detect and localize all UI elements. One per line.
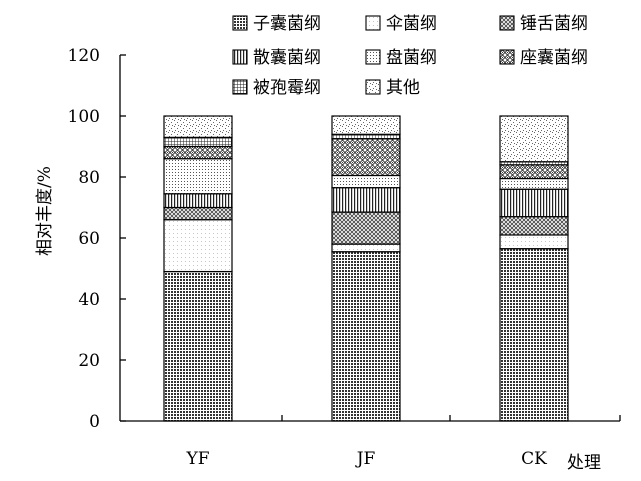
x-category-labels: YF JF CK (185, 449, 547, 469)
legend-swatch (499, 49, 515, 65)
x-axis-title: 处理 (567, 453, 601, 473)
y-ticks-group: 0 20 40 60 80 100 120 (68, 46, 126, 432)
x-category-label: CK (521, 449, 547, 469)
legend-swatch (232, 15, 248, 31)
bar-segment (163, 158, 233, 195)
y-tick-label: 40 (78, 290, 100, 310)
bar-segment (331, 211, 401, 245)
legend-label: 伞菌纲 (386, 14, 437, 34)
bar-segment (331, 174, 401, 189)
y-tick-label: 80 (78, 168, 100, 188)
legend-label: 被孢霉纲 (253, 78, 321, 98)
y-tick-label: 100 (68, 107, 100, 127)
bar-segment (331, 133, 401, 140)
legend-swatch (365, 79, 381, 95)
x-category-label: YF (185, 449, 209, 469)
legend-label: 其他 (386, 78, 420, 98)
y-tick-label: 20 (78, 351, 100, 371)
legend-swatch (232, 79, 248, 95)
y-axis-title: 相对丰度/% (35, 166, 55, 256)
bar-segment (331, 243, 401, 253)
bar-segment (163, 193, 233, 209)
x-category-label: JF (355, 449, 376, 469)
bar-segment (499, 234, 569, 250)
bar-segment (499, 177, 569, 190)
legend-swatch (499, 15, 515, 31)
legend-swatch (232, 49, 248, 65)
bar-segment (163, 145, 233, 160)
bar-segment (499, 188, 569, 218)
y-tick-label: 120 (68, 46, 100, 66)
legend-label: 子囊菌纲 (253, 14, 321, 34)
bar-segment (331, 187, 401, 213)
bar-segment (163, 136, 233, 148)
bar-segment (331, 138, 401, 177)
legend-label: 锤舌菌纲 (520, 14, 588, 34)
bar-segment (499, 248, 569, 422)
bar-segment (499, 115, 569, 163)
legend-swatch (365, 15, 381, 31)
bar-segment (163, 115, 233, 138)
legend-label: 散囊菌纲 (253, 48, 321, 68)
y-tick-label: 60 (78, 229, 100, 249)
bar-segment (499, 164, 569, 180)
bar-segment (163, 270, 233, 422)
bar-segment (499, 216, 569, 236)
bar-segment (331, 115, 401, 135)
bar-segment (331, 251, 401, 422)
bar-segment (163, 206, 233, 221)
legend-label: 座囊菌纲 (520, 48, 588, 68)
legend-swatch (365, 49, 381, 65)
legend-label: 盘菌纲 (386, 48, 437, 68)
bar-segment (163, 219, 233, 273)
y-tick-label: 0 (89, 412, 100, 432)
bars-group (163, 115, 569, 422)
